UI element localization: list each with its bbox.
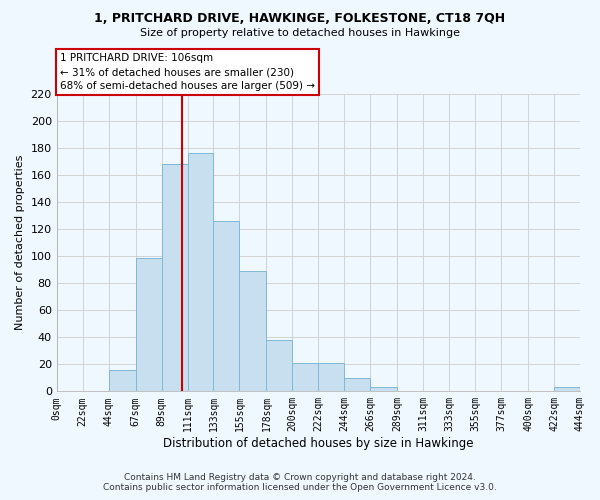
Bar	[214, 221, 239, 392]
X-axis label: Distribution of detached houses by size in Hawkinge: Distribution of detached houses by size …	[163, 437, 473, 450]
Y-axis label: Number of detached properties: Number of detached properties	[15, 155, 25, 330]
Bar	[239, 271, 266, 392]
Bar	[266, 340, 292, 392]
Text: Size of property relative to detached houses in Hawkinge: Size of property relative to detached ho…	[140, 28, 460, 38]
Bar	[370, 388, 397, 392]
Text: 1, PRITCHARD DRIVE, HAWKINGE, FOLKESTONE, CT18 7QH: 1, PRITCHARD DRIVE, HAWKINGE, FOLKESTONE…	[94, 12, 506, 26]
Bar	[344, 378, 370, 392]
Bar	[109, 370, 136, 392]
Bar	[292, 363, 319, 392]
Bar	[554, 388, 580, 392]
Bar	[136, 258, 161, 392]
Bar	[161, 164, 187, 392]
Text: Contains HM Land Registry data © Crown copyright and database right 2024.
Contai: Contains HM Land Registry data © Crown c…	[103, 473, 497, 492]
Bar	[319, 363, 344, 392]
Bar	[187, 154, 214, 392]
Text: 1 PRITCHARD DRIVE: 106sqm
← 31% of detached houses are smaller (230)
68% of semi: 1 PRITCHARD DRIVE: 106sqm ← 31% of detac…	[60, 54, 315, 92]
